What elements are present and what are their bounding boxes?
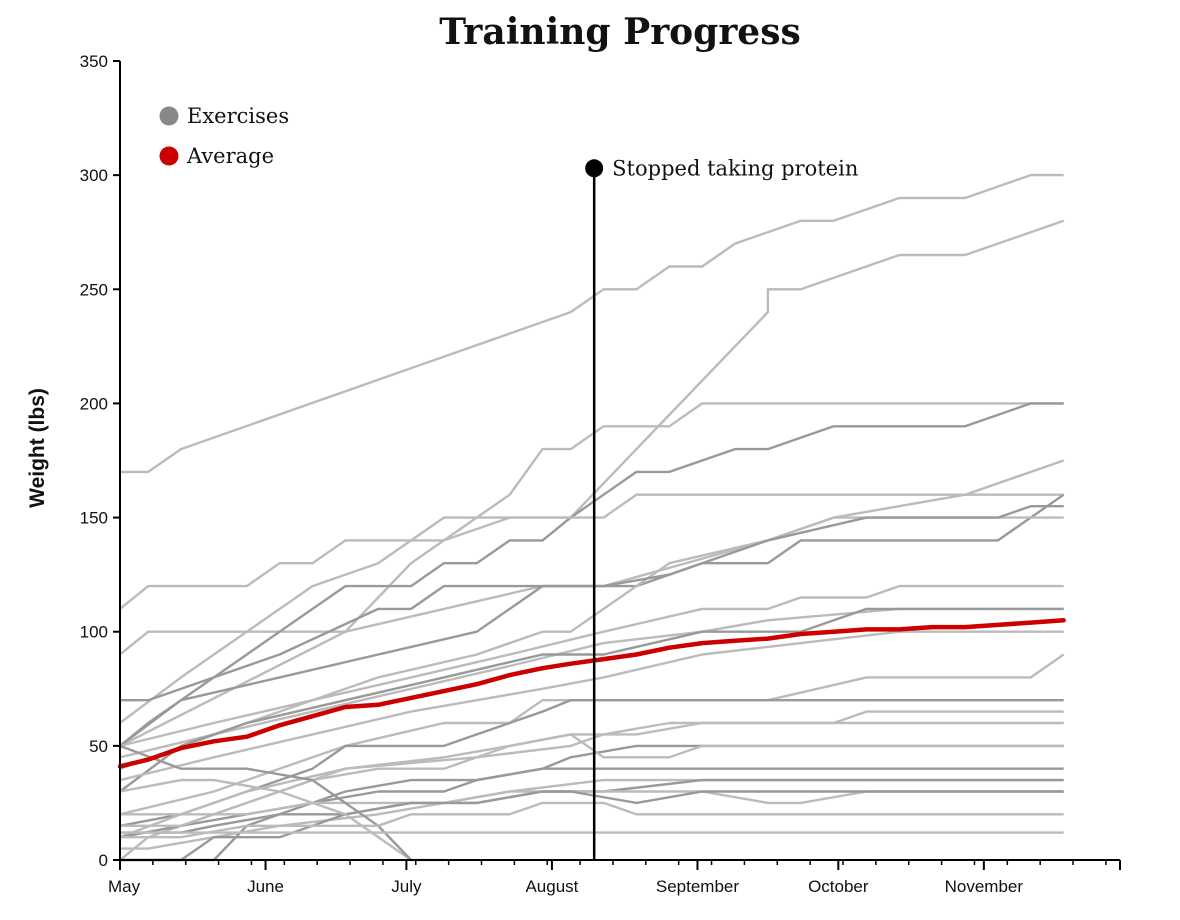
x-tick-label-september: September xyxy=(656,877,739,896)
y-tick-label-200: 200 xyxy=(80,394,108,413)
exercise-line-2 xyxy=(119,219,1065,610)
exercise-line-18 xyxy=(119,744,1064,839)
exercise-line-24 xyxy=(120,790,1064,862)
y-tick-label-150: 150 xyxy=(80,509,108,528)
y-tick-label-0: 0 xyxy=(99,851,108,870)
x-tick-label-may: May xyxy=(108,877,141,896)
exercise-line-1 xyxy=(120,173,1064,474)
exercise-line-20 xyxy=(120,767,1064,834)
exercise-line-23 xyxy=(120,790,1064,816)
exercise-lines xyxy=(119,173,1065,862)
annotation-label: Stopped taking protein xyxy=(612,156,858,180)
legend-marker-exercises xyxy=(159,106,179,126)
x-tick-label-november: November xyxy=(945,877,1024,896)
exercise-line-13 xyxy=(119,630,1064,782)
exercise-line-12 xyxy=(119,607,1064,793)
exercise-line-5 xyxy=(119,493,1064,724)
annotation: Stopped taking protein xyxy=(585,156,858,860)
y-tick-label-350: 350 xyxy=(80,52,108,71)
x-tick-label-july: July xyxy=(391,877,422,896)
annotation-marker xyxy=(585,159,604,178)
legend-label-average: Average xyxy=(186,144,274,168)
exercise-line-7 xyxy=(120,493,1065,702)
y-tick-label-50: 50 xyxy=(89,737,108,756)
axes: 0 50 100 150 200 250 300 350 May June July August Se… xyxy=(80,52,1121,896)
y-axis-label: Weight (lbs) xyxy=(26,388,49,508)
exercise-line-19 xyxy=(120,733,1064,827)
x-tick-label-october: October xyxy=(808,877,869,896)
exercise-line-9 xyxy=(119,505,1064,747)
exercise-line-27 xyxy=(120,801,1064,839)
y-tick-label-100: 100 xyxy=(80,623,108,642)
exercise-line-14 xyxy=(119,653,1065,816)
exercise-line-4 xyxy=(119,402,1064,747)
x-tick-label-august: August xyxy=(525,877,578,896)
legend-marker-average xyxy=(159,146,179,166)
chart-title: Training Progress xyxy=(439,11,801,53)
average-line xyxy=(117,618,1066,769)
y-tick-label-300: 300 xyxy=(80,166,108,185)
average-line-group xyxy=(117,618,1066,769)
legend: Exercises Average xyxy=(159,104,289,168)
legend-label-exercises: Exercises xyxy=(187,104,289,128)
x-tick-label-june: June xyxy=(247,877,284,896)
y-tick-label-250: 250 xyxy=(80,280,108,299)
exercise-line-10 xyxy=(119,584,1064,748)
